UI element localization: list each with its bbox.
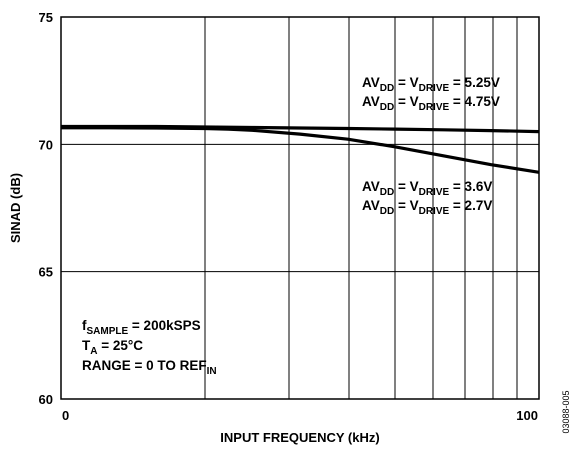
- annotation-line: RANGE = 0 TO REFIN: [82, 358, 217, 377]
- y-tick-label: 65: [39, 265, 53, 280]
- x-tick-labels: 0 100: [62, 408, 538, 423]
- plot-frame: [60, 16, 540, 400]
- y-tick-labels: 75 70 65 60: [39, 10, 53, 407]
- y-axis-title: SINAD (dB): [8, 173, 23, 243]
- y-tick-label: 70: [39, 137, 53, 152]
- x-tick-label: 100: [516, 408, 538, 423]
- series-line-2: [61, 126, 540, 174]
- annotation-line: AVDD = VDRIVE = 2.7V: [362, 198, 492, 217]
- y-tick-label: 60: [39, 392, 53, 407]
- figure-id: 03088-005: [561, 390, 571, 433]
- series: [61, 124, 540, 174]
- grid: [61, 17, 539, 399]
- annotation-line: AVDD = VDRIVE = 5.25V: [362, 75, 500, 94]
- annotation-line: fSAMPLE = 200kSPS: [82, 318, 201, 337]
- annotation-line: TA = 25°C: [82, 338, 143, 357]
- annotation-line: AVDD = VDRIVE = 3.6V: [362, 179, 492, 198]
- x-tick-label: 0: [62, 408, 69, 423]
- annotation-line: AVDD = VDRIVE = 4.75V: [362, 94, 500, 113]
- x-axis-title: INPUT FREQUENCY (kHz): [220, 430, 379, 445]
- y-tick-label: 75: [39, 10, 53, 25]
